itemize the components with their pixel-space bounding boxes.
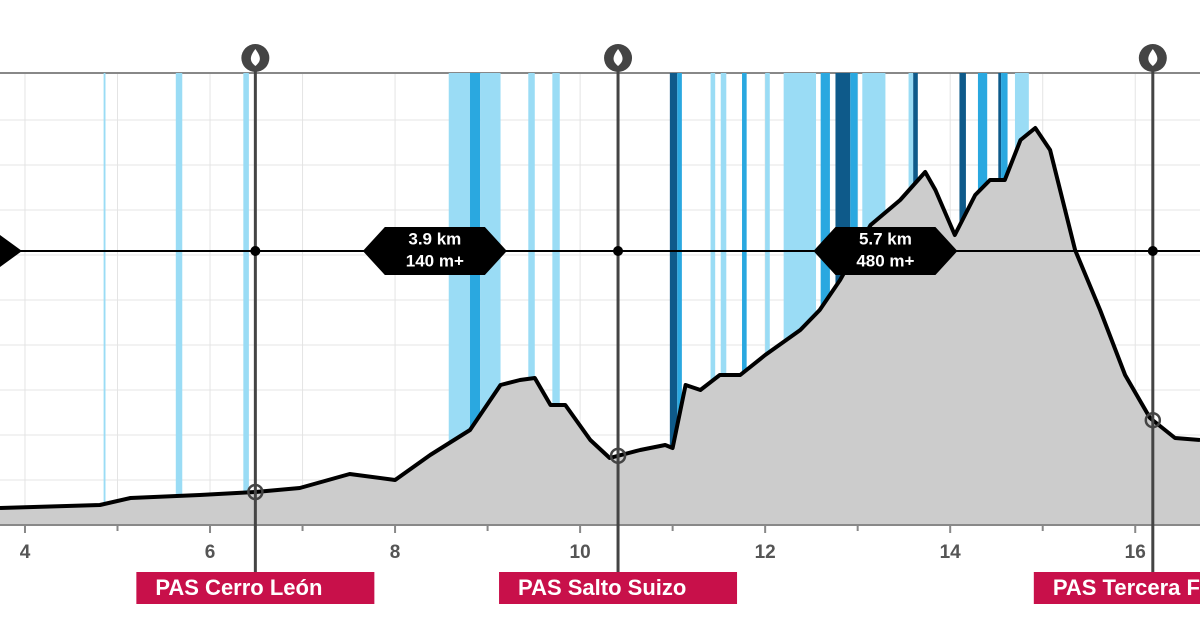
waypoint-label-box xyxy=(136,572,375,604)
overlay: 4 6 8 10 12 14 16 PAS Cerro León PAS Salto Suizo… xyxy=(0,44,1200,604)
gradient-band xyxy=(528,73,535,525)
waypoint-dot xyxy=(613,246,624,256)
waypoint-dot xyxy=(250,246,261,256)
segment-badge xyxy=(813,227,958,275)
water-drop xyxy=(1148,49,1158,66)
segment-distance: 5.7 km xyxy=(859,229,912,248)
waypoint-marker xyxy=(609,447,627,465)
gradient-band xyxy=(103,73,106,525)
segment-marker-cut xyxy=(0,235,22,267)
gradient-band xyxy=(448,73,471,525)
gradient-band xyxy=(765,73,770,525)
gradient-band xyxy=(677,73,682,525)
waypoint-label-box xyxy=(1033,572,1200,604)
x-tick-label: 8 xyxy=(390,542,401,563)
x-tick-label: 4 xyxy=(20,542,31,563)
gradient-band xyxy=(243,73,249,525)
x-tick-label: 14 xyxy=(940,542,962,563)
waypoint-label: PAS Cerro León xyxy=(155,575,322,600)
waypoint-label-box xyxy=(499,572,738,604)
water-drop xyxy=(613,49,623,66)
waypoint-marker xyxy=(247,483,264,501)
waypoint-marker xyxy=(1144,411,1162,429)
x-tick-label: 6 xyxy=(205,542,216,563)
waypoint-dot xyxy=(1147,246,1158,256)
x-tick-label: 12 xyxy=(755,542,776,563)
gradient-band xyxy=(552,73,560,525)
segment-badge xyxy=(362,227,507,275)
x-tick-label: 16 xyxy=(1125,542,1146,563)
profile-line xyxy=(0,126,1200,510)
waypoint-label: PAS Tercera Fr xyxy=(1053,575,1200,600)
gradient-band xyxy=(720,73,727,525)
segment-gain: 480 m+ xyxy=(856,251,914,270)
x-tick-label: 10 xyxy=(570,542,591,563)
segment-distance: 3.9 km xyxy=(408,229,461,248)
gradient-band xyxy=(710,73,716,525)
gradient-band xyxy=(175,73,183,525)
gradient-band xyxy=(742,73,747,525)
water-drop xyxy=(250,49,260,66)
waypoint-label: PAS Salto Suizo xyxy=(518,575,686,600)
segment-gain: 140 m+ xyxy=(406,251,464,270)
gradient-band xyxy=(470,73,481,525)
gradient-band xyxy=(669,73,678,525)
